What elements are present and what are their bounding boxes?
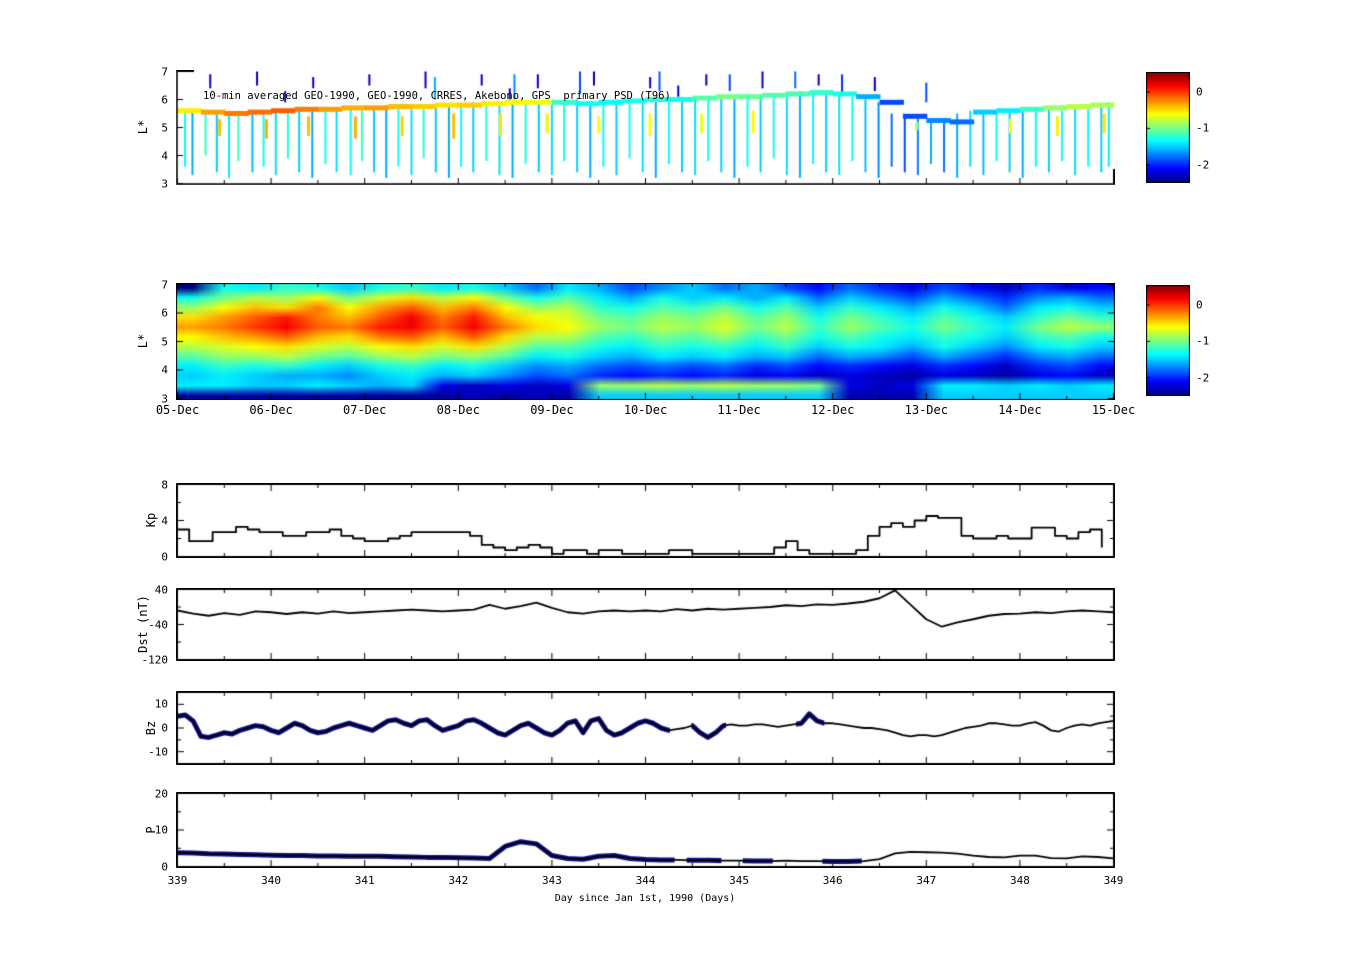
- colorbar-tick-label: -2: [1196, 371, 1210, 385]
- panel2-date-tick-label: 07-Dec: [343, 403, 387, 417]
- panel2-date-tick-label: 12-Dec: [811, 403, 855, 417]
- panel2-date-tick-label: 14-Dec: [998, 403, 1042, 417]
- y-tick-label: 0: [161, 721, 168, 735]
- panel2-ylabel: L*: [136, 333, 150, 349]
- x-tick-label: 348: [1009, 874, 1030, 887]
- panel1-y-tick-label: 7: [161, 65, 168, 78]
- y-tick-label: 10: [154, 697, 168, 711]
- panel2-date-tick-label: 13-Dec: [904, 403, 948, 417]
- y-tick-label: 0: [161, 550, 168, 563]
- y-tick-label: -40: [148, 618, 168, 631]
- dst-panel: [176, 588, 1115, 661]
- panel1-ylabel: L*: [136, 119, 150, 135]
- x-tick-label: 342: [448, 874, 469, 887]
- colorbar-tick-label: -1: [1196, 121, 1210, 135]
- colorbar-tick-label: -1: [1196, 334, 1210, 348]
- colorbar-tick-label: 0: [1196, 298, 1203, 312]
- kp-ylabel: Kp: [144, 512, 158, 528]
- bz-ylabel: Bz: [144, 720, 158, 736]
- y-tick-label: 10: [154, 823, 168, 837]
- y-tick-label: 8: [161, 478, 168, 491]
- bz-panel: [176, 691, 1115, 765]
- panel2-date-tick-label: 15-Dec: [1091, 403, 1136, 417]
- psd-scatter-panel: [176, 70, 1115, 185]
- panel2-y-tick-label: 3: [161, 392, 168, 405]
- x-tick-label: 349: [1103, 874, 1124, 887]
- x-tick-label: 341: [354, 874, 375, 887]
- psd-heatmap-panel: [176, 283, 1115, 400]
- y-tick-label: -10: [148, 745, 168, 759]
- y-tick-label: 20: [154, 787, 168, 800]
- kp-panel: [176, 483, 1115, 558]
- x-tick-label: 345: [729, 874, 750, 887]
- panel2-y-tick-label: 6: [161, 306, 168, 320]
- x-tick-label: 344: [635, 874, 656, 887]
- colorbar-1: [1146, 72, 1190, 183]
- y-tick-label: -120: [141, 653, 169, 666]
- pressure-panel: [176, 792, 1115, 868]
- plot-title: 10-min averaged GEO-1990, GEO-1990, CRRE…: [203, 90, 671, 102]
- panel1-y-tick-label: 6: [161, 93, 168, 106]
- panel2-date-tick-label: 05-Dec: [155, 403, 200, 417]
- colorbar-tick-label: -2: [1196, 158, 1210, 172]
- colorbar-tick-label: 0: [1196, 85, 1203, 99]
- panel2-date-tick-label: 10-Dec: [623, 403, 668, 417]
- x-tick-label: 339: [167, 874, 188, 887]
- x-tick-label: 343: [541, 874, 562, 887]
- panel1-y-tick-label: 4: [161, 149, 168, 162]
- x-tick-label: 340: [261, 874, 282, 887]
- y-tick-label: 4: [161, 514, 168, 527]
- panel2-date-tick-label: 06-Dec: [249, 403, 293, 417]
- y-tick-label: 0: [161, 860, 168, 873]
- panel1-y-tick-label: 3: [161, 177, 168, 190]
- panel2-date-tick-label: 08-Dec: [436, 403, 480, 417]
- panel2-date-tick-label: 11-Dec: [717, 403, 761, 417]
- panel2-y-tick-label: 5: [161, 335, 168, 348]
- x-axis-label: Day since Jan 1st, 1990 (Days): [554, 893, 736, 904]
- x-tick-label: 347: [916, 874, 937, 887]
- panel2-y-tick-label: 7: [161, 278, 168, 291]
- x-tick-label: 346: [822, 874, 843, 887]
- colorbar-2: [1146, 285, 1190, 396]
- panel1-y-tick-label: 5: [161, 121, 168, 134]
- panel2-date-tick-label: 09-Dec: [530, 403, 574, 417]
- panel2-y-tick-label: 4: [161, 363, 168, 377]
- y-tick-label: 40: [154, 583, 168, 596]
